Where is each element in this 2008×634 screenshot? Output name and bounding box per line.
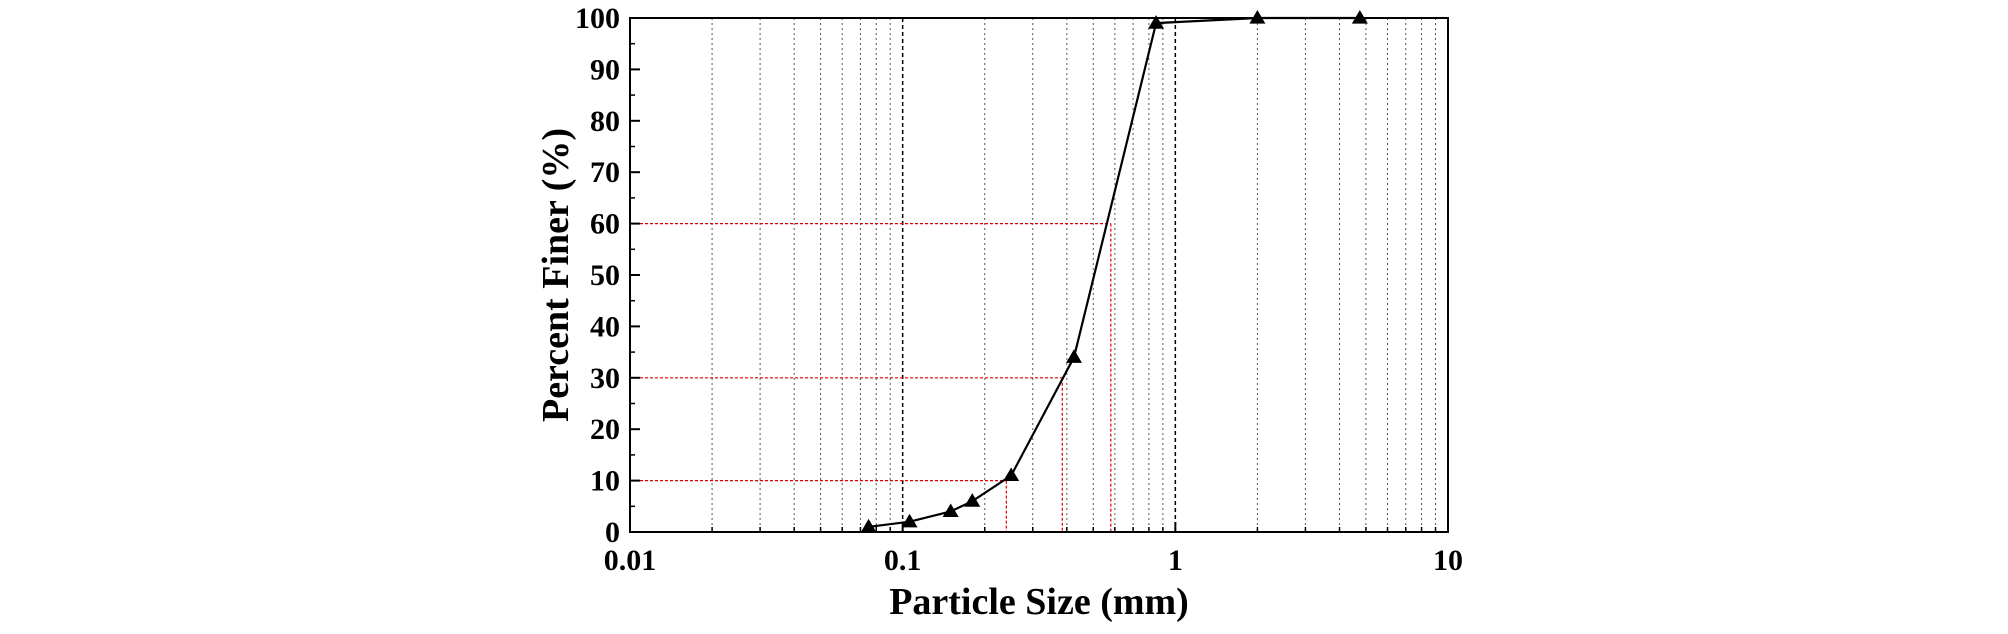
series-line bbox=[868, 16, 1360, 528]
data-point-marker bbox=[1066, 349, 1083, 363]
x-tick-label: 1 bbox=[1168, 544, 1183, 577]
tick-labels: 0 10 20 30 40 50 60 70 80 90 100 0.01 0.1 1 10 bbox=[575, 2, 1463, 577]
y-tick-label: 20 bbox=[590, 413, 620, 446]
data-point-marker bbox=[1003, 467, 1020, 482]
y-tick-label: 60 bbox=[590, 208, 620, 241]
x-axis-title: Particle Size (mm) bbox=[889, 581, 1189, 623]
axes bbox=[629, 17, 1449, 533]
y-tick-label: 40 bbox=[590, 310, 620, 343]
data-point-marker bbox=[1148, 15, 1165, 29]
y-tick-label: 50 bbox=[590, 259, 620, 292]
data-point-marker bbox=[964, 493, 981, 507]
data-point-marker bbox=[1249, 10, 1266, 24]
y-tick-label: 90 bbox=[590, 53, 620, 86]
data-point-marker bbox=[901, 513, 918, 528]
data-point-marker bbox=[860, 518, 877, 533]
y-tick-label: 0 bbox=[605, 516, 620, 549]
y-axis-title: Percent Finer (%) bbox=[535, 128, 577, 422]
x-tick-label: 10 bbox=[1433, 544, 1463, 577]
y-tick-label: 80 bbox=[590, 105, 620, 138]
plot-frame bbox=[629, 17, 1449, 533]
y-tick-label: 100 bbox=[575, 2, 620, 35]
x-tick-label: 0.1 bbox=[884, 544, 922, 577]
x-tick-label: 0.01 bbox=[604, 544, 657, 577]
y-tick-label: 10 bbox=[590, 465, 620, 498]
series-layer bbox=[860, 10, 1368, 533]
data-point-marker bbox=[1351, 10, 1368, 24]
reference-lines bbox=[630, 223, 1112, 532]
y-tick-label: 30 bbox=[590, 362, 620, 395]
grid-layer bbox=[711, 18, 1437, 532]
data-point-marker bbox=[942, 503, 959, 518]
y-tick-label: 70 bbox=[590, 156, 620, 189]
